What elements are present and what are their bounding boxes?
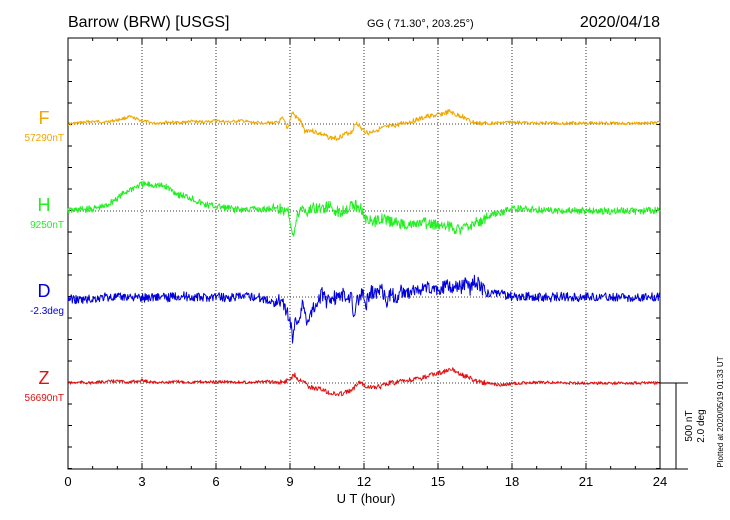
series-baseline-f: 57290nT	[25, 133, 64, 144]
series-line-f	[68, 109, 661, 141]
series-baseline-h: 9250nT	[30, 220, 64, 231]
series-baseline-d: -2.3deg	[30, 306, 64, 317]
series-label-z: Z	[39, 368, 50, 388]
x-axis-label: U T (hour)	[337, 491, 396, 506]
series-line-z	[67, 367, 661, 397]
plotted-timestamp: Plotted at 2020/05/19 01:33 UT	[716, 356, 725, 467]
x-tick-label: 12	[357, 474, 371, 489]
series-label-h: H	[38, 195, 51, 215]
x-tick-label: 24	[653, 474, 667, 489]
series-line-h	[67, 180, 661, 237]
series-lines	[67, 109, 661, 397]
x-tick-label: 18	[505, 474, 519, 489]
x-tick-label: 6	[212, 474, 219, 489]
series-label-d: D	[38, 281, 51, 301]
x-tick-label: 15	[431, 474, 445, 489]
series-baseline-z: 56690nT	[25, 393, 64, 404]
plot-ticks: 0 3 6 9 12 15 18 21 24	[64, 38, 667, 489]
x-tick-label: 0	[64, 474, 71, 489]
chart-title-station: Barrow (BRW) [USGS]	[68, 14, 230, 31]
chart-title-coords: GG ( 71.30°, 203.25°)	[367, 18, 474, 30]
x-tick-label: 21	[579, 474, 593, 489]
x-tick-label: 9	[286, 474, 293, 489]
x-tick-label: 3	[138, 474, 145, 489]
scale-label-nt: 500 nT	[684, 410, 695, 441]
series-line-d	[67, 274, 661, 344]
plot-grid	[68, 38, 660, 469]
series-label-f: F	[39, 108, 50, 128]
chart-title-date: 2020/04/18	[580, 14, 660, 31]
scale-label-deg: 2.0 deg	[696, 409, 707, 442]
